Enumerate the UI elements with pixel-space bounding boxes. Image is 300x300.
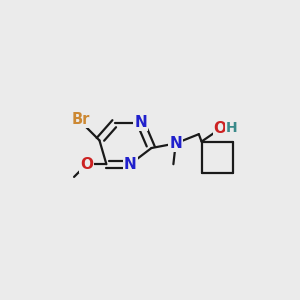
Text: Br: Br (72, 112, 90, 127)
Text: N: N (134, 115, 147, 130)
Text: H: H (225, 121, 237, 135)
Text: N: N (169, 136, 182, 151)
Text: O: O (214, 122, 226, 136)
Text: N: N (124, 157, 136, 172)
Text: O: O (80, 157, 93, 172)
